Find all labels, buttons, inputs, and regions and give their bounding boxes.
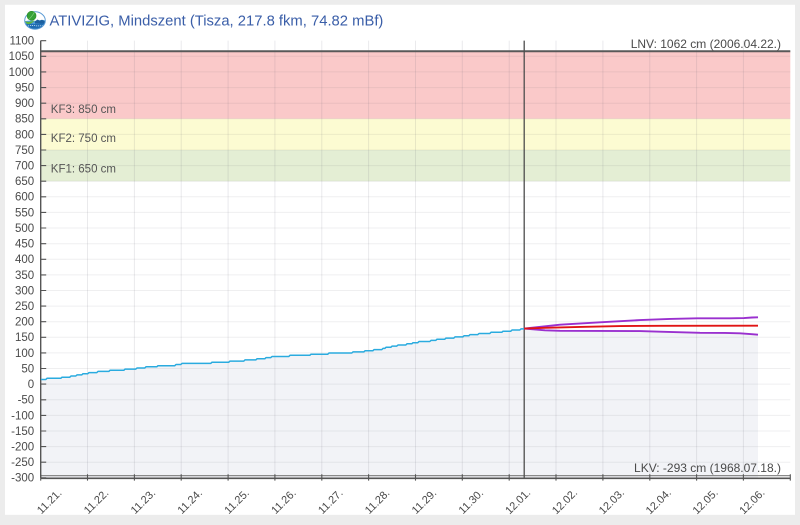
svg-text:950: 950 [15,83,34,95]
svg-text:KF1: 650 cm: KF1: 650 cm [51,164,116,176]
svg-text:300: 300 [15,285,34,297]
svg-text:900: 900 [15,98,34,110]
svg-text:-300: -300 [11,473,34,485]
svg-text:1050: 1050 [9,51,35,63]
svg-text:1000: 1000 [9,67,35,79]
svg-text:400: 400 [15,254,34,266]
svg-text:LKV: -293 cm (1968.07.18.): LKV: -293 cm (1968.07.18.) [634,461,781,475]
svg-text:-50: -50 [18,395,35,407]
svg-text:850: 850 [15,114,34,126]
svg-text:250: 250 [15,301,34,313]
svg-text:LNV: 1062 cm (2006.04.22.): LNV: 1062 cm (2006.04.22.) [631,37,781,51]
svg-text:350: 350 [15,270,34,282]
svg-text:50: 50 [21,363,34,375]
svg-text:-200: -200 [11,442,34,454]
svg-text:700: 700 [15,161,34,173]
svg-text:-150: -150 [11,426,34,438]
svg-text:450: 450 [15,239,34,251]
svg-text:500: 500 [15,223,34,235]
svg-text:-100: -100 [11,410,34,422]
svg-text:-250: -250 [11,457,34,469]
svg-text:1100: 1100 [9,36,34,48]
svg-text:800: 800 [15,129,34,141]
svg-text:150: 150 [15,332,34,344]
svg-text:750: 750 [15,145,34,157]
svg-text:600: 600 [15,192,34,204]
svg-text:200: 200 [15,317,34,329]
svg-text:KF3: 850 cm: KF3: 850 cm [51,104,116,116]
svg-text:ATIVIZIG, Mindszent (Tisza, 21: ATIVIZIG, Mindszent (Tisza, 217.8 fkm, 7… [50,14,384,30]
svg-text:0: 0 [28,379,34,391]
svg-text:550: 550 [15,207,34,219]
svg-text:KF2: 750 cm: KF2: 750 cm [51,133,116,145]
svg-text:650: 650 [15,176,34,188]
svg-text:100: 100 [15,348,34,360]
